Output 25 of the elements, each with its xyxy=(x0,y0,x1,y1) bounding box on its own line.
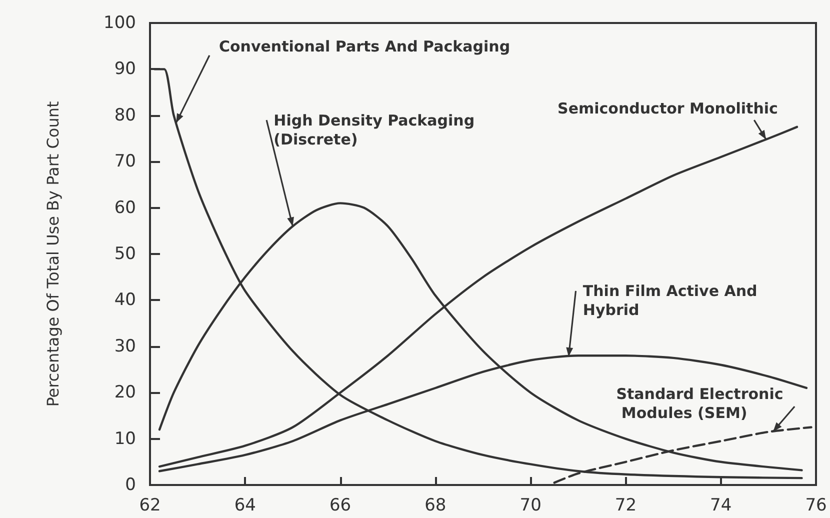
x-tick-label: 64 xyxy=(234,496,256,516)
y-tick-label: 20 xyxy=(114,382,136,403)
y-tick-label: 10 xyxy=(114,428,136,449)
x-tick-label: 76 xyxy=(805,496,827,516)
y-tick-label: 0 xyxy=(125,475,136,495)
y-tick-label: 30 xyxy=(114,336,136,356)
y-tick-label: 50 xyxy=(114,244,136,264)
x-tick-label: 70 xyxy=(520,496,542,516)
y-tick-label: 70 xyxy=(114,152,136,172)
y-axis-title: Percentage Of Total Use By Part Count xyxy=(44,101,62,407)
text: Thin Film Active And Hybrid xyxy=(582,282,762,320)
x-tick-label: 66 xyxy=(329,496,352,516)
text: Conventional Parts And Packaging xyxy=(218,37,510,56)
text: High Density Packaging (Discrete) xyxy=(274,111,480,148)
y-tick-label: 90 xyxy=(114,59,136,80)
x-tick-label: 68 xyxy=(424,496,446,516)
y-tick-label: 80 xyxy=(114,105,136,126)
x-tick-label: 62 xyxy=(139,496,161,516)
x-tick-label: 72 xyxy=(614,496,637,516)
series-label: Semiconductor Monolithic xyxy=(558,99,778,118)
y-tick-label: 60 xyxy=(114,198,136,218)
x-tick-label: 74 xyxy=(710,496,732,516)
y-tick-label: 100 xyxy=(104,13,136,33)
y-tick-label: 40 xyxy=(114,290,136,310)
series-label: Standard Electronic Modules (SEM) xyxy=(616,384,784,422)
